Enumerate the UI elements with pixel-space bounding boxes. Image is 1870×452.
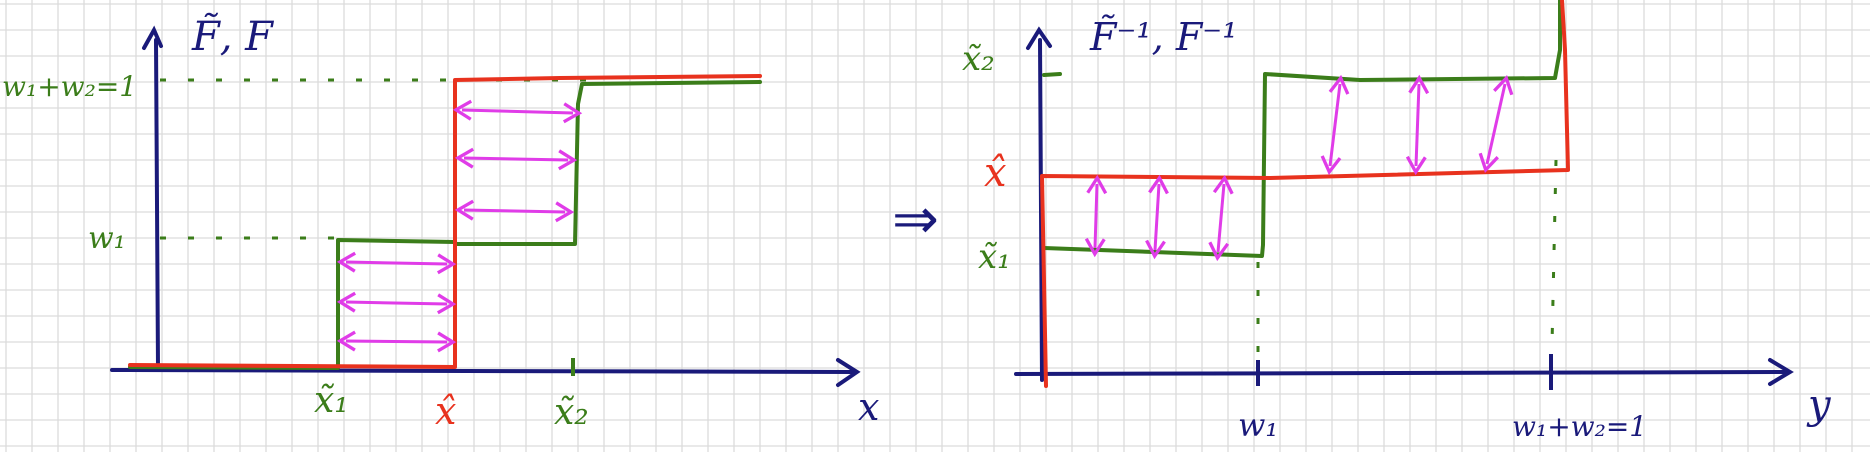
left-x-tick-x2: x̃₂ [554, 392, 589, 433]
right-plot: F̃⁻¹, F⁻¹ x̃₂ x̂ x̃₁ y w₁ w₁+w₂=1 [962, 0, 1832, 444]
left-red-step-function [128, 74, 762, 369]
vertical-arrow [1145, 174, 1169, 260]
left-x-axis-label: x [858, 385, 879, 429]
left-y-axis [154, 38, 160, 370]
vertical-arrow [1320, 74, 1350, 176]
right-plot-title: F̃⁻¹, F⁻¹ [1089, 15, 1237, 59]
vertical-arrow [1478, 75, 1514, 173]
right-green-step-function [1042, 0, 1562, 258]
left-y-top-label: w₁+w₂=1 [2, 70, 137, 103]
right-y-hat-label: x̂ [984, 150, 1007, 196]
left-x-tick-xhat: x̂ [435, 389, 456, 433]
left-plot: F̃, F w₁+w₂=1 w₁ x x̃₁ x̂ x̃₂ [2, 13, 879, 433]
horizontal-arrow [336, 251, 457, 275]
left-y-axis-arrowhead [142, 25, 163, 50]
vertical-arrow [1084, 174, 1108, 258]
right-w1w2-dashed-guide [1550, 159, 1558, 346]
implication-arrow: ⇒ [892, 187, 939, 252]
left-x-axis-arrowhead [836, 358, 861, 387]
vertical-arrow [1208, 174, 1234, 262]
horizontal-arrow [454, 199, 575, 223]
horizontal-arrow [452, 99, 583, 124]
vertical-arrow [1405, 74, 1430, 176]
horizontal-arrow [454, 147, 578, 171]
left-upper-arrows [452, 99, 583, 223]
horizontal-arrow [336, 330, 457, 353]
left-lower-arrows [336, 251, 457, 353]
left-x-axis [110, 368, 857, 374]
left-plot-title: F̃, F [191, 13, 274, 60]
right-x-axis-arrowhead [1768, 358, 1794, 386]
right-x-axis-label: y [1806, 382, 1832, 428]
right-y-low-label: x̃₁ [978, 237, 1011, 277]
horizontal-arrow [336, 291, 457, 315]
right-x-tick-w1: w₁ [1238, 406, 1278, 444]
right-lower-arrows [1084, 174, 1234, 262]
left-x-tick-x1: x̃₁ [314, 380, 349, 421]
right-x-tick-w1w2: w₁+w₂=1 [1512, 410, 1647, 443]
right-x-axis [1014, 370, 1790, 376]
right-upper-arrows [1320, 74, 1514, 176]
left-y-mid-label: w₁ [88, 221, 126, 256]
left-green-step-function [128, 80, 762, 370]
right-y-axis-arrowhead [1026, 26, 1052, 50]
right-y-top-label: x̃₂ [962, 39, 995, 79]
